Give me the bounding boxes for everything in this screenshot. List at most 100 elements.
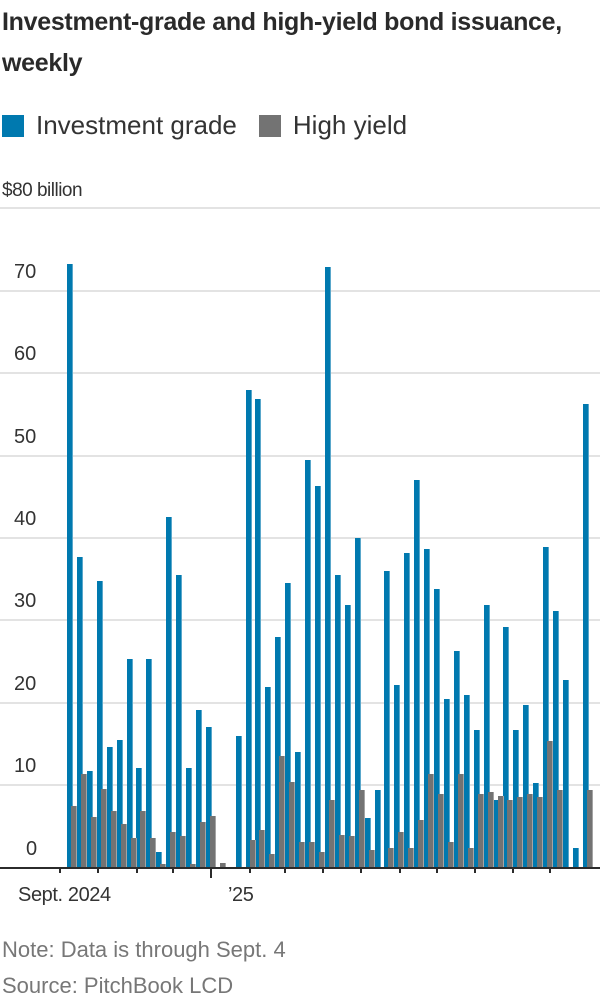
gridline (0, 454, 600, 457)
high-yield-bar (90, 817, 97, 868)
high-yield-bar (537, 797, 544, 868)
gridline (0, 619, 600, 622)
investment-grade-bar (106, 747, 113, 868)
high-yield-bar (120, 823, 127, 868)
high-yield-swatch-icon (258, 114, 281, 137)
investment-grade-bar (364, 818, 371, 868)
investment-grade-bar (235, 735, 242, 868)
footer-notes: Note: Data is through Sept. 4 Source: Pi… (2, 932, 286, 1004)
source-note: Source: PitchBook LCD (2, 973, 234, 998)
high-yield-bar (447, 841, 454, 868)
legend-item-investment-grade: Investment grade (2, 110, 237, 141)
investment-grade-bar (195, 710, 202, 868)
investment-grade-bar (384, 570, 391, 868)
investment-grade-bar (483, 604, 490, 868)
high-yield-bar (418, 819, 425, 868)
y-tick-label: 70 (14, 260, 37, 283)
y-tick-label: 30 (14, 590, 37, 613)
high-yield-bar (180, 836, 187, 868)
high-yield-bar (398, 832, 405, 868)
investment-grade-bar (453, 650, 460, 868)
high-yield-bar (140, 811, 147, 868)
x-axis-tick (549, 868, 551, 873)
investment-grade-bar (86, 771, 93, 868)
investment-grade-bar (334, 574, 341, 868)
investment-grade-bar (414, 480, 421, 868)
high-yield-bar (557, 790, 564, 868)
y-tick-label: 50 (14, 425, 37, 448)
investment-grade-bar (374, 790, 381, 868)
x-axis-tick (249, 868, 251, 873)
high-yield-bar (249, 840, 256, 868)
investment-grade-bar (533, 783, 540, 868)
high-yield-bar (110, 811, 117, 868)
investment-grade-bar (116, 739, 123, 868)
high-yield-bar (100, 789, 107, 868)
x-axis-tick (399, 868, 401, 873)
gridline (0, 289, 600, 292)
data-note: Note: Data is through Sept. 4 (2, 937, 286, 962)
investment-grade-bar (126, 659, 133, 868)
high-yield-bar (358, 790, 365, 868)
high-yield-bar (547, 741, 554, 868)
legend-label-high-yield: High yield (292, 110, 408, 140)
high-yield-bar (269, 854, 276, 868)
investment-grade-bar (503, 626, 510, 868)
investment-grade-bar (176, 574, 183, 868)
investment-grade-bar (523, 705, 530, 868)
x-label-sept-2024: Sept. 2024 (18, 884, 111, 906)
high-yield-bar (170, 832, 177, 868)
gridline (0, 701, 600, 704)
high-yield-bar (517, 797, 524, 868)
investment-grade-bar (245, 389, 252, 868)
legend: Investment grade High yield (2, 110, 429, 141)
high-yield-bar (328, 799, 335, 868)
high-yield-bar (428, 773, 435, 868)
investment-grade-bar (76, 556, 83, 868)
investment-grade-bar (324, 266, 331, 868)
x-label-2025: ’25 (228, 884, 254, 906)
y-axis-unit-label: $80 billion (2, 180, 83, 201)
high-yield-bar (160, 864, 167, 868)
high-yield-bar (80, 773, 87, 868)
investment-grade-bar (146, 659, 153, 868)
high-yield-bar (507, 799, 514, 868)
investment-grade-bar (315, 485, 321, 868)
investment-grade-bar (136, 767, 143, 868)
high-yield-bar (219, 862, 226, 868)
x-axis-tick (436, 868, 438, 873)
high-yield-bar (467, 847, 474, 868)
investment-grade-bar (513, 729, 520, 868)
legend-label-investment-grade: Investment grade (36, 110, 237, 140)
high-yield-bar (348, 836, 355, 868)
investment-grade-bar (67, 264, 73, 868)
high-yield-bar (388, 847, 395, 868)
high-yield-bar (259, 830, 266, 868)
investment-grade-bar (354, 537, 361, 868)
x-axis-tick (322, 868, 324, 873)
investment-grade-bar (434, 588, 441, 868)
chart-title: Investment-grade and high-yield bond iss… (2, 8, 562, 77)
y-tick-label: 40 (14, 507, 37, 530)
x-axis-tick (136, 868, 138, 873)
high-yield-bar (487, 791, 494, 868)
investment-grade-bar (205, 727, 212, 868)
x-axis-tick (172, 868, 174, 873)
investment-grade-bar (166, 517, 173, 868)
high-yield-bar (527, 794, 534, 868)
investment-grade-bar (394, 685, 401, 868)
high-yield-bar (209, 816, 216, 868)
x-axis-tick (512, 868, 514, 873)
high-yield-bar (279, 756, 286, 868)
x-axis-tick (360, 868, 362, 873)
x-axis-line (0, 867, 600, 869)
investment-grade-bar (493, 799, 500, 868)
high-yield-bar (497, 795, 504, 868)
x-axis-tick (59, 868, 61, 873)
investment-grade-bar (295, 752, 302, 868)
investment-grade-bar (344, 605, 351, 868)
high-yield-bar (338, 834, 345, 868)
y-tick-label: 10 (14, 755, 37, 778)
x-axis-tick (474, 868, 476, 873)
